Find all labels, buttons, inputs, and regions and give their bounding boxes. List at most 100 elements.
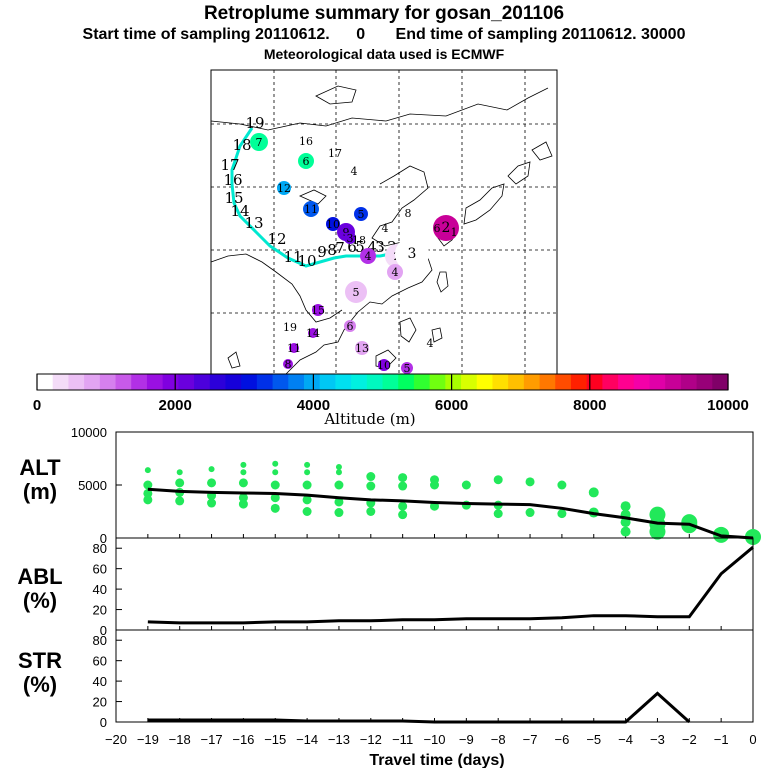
- plume-cluster-label: 1: [451, 226, 458, 239]
- alt-scatter-point: [270, 480, 280, 490]
- plume-cluster: [312, 304, 324, 316]
- alt-scatter-point: [557, 480, 567, 490]
- coastline: [399, 317, 417, 343]
- colorbar-tick-label: 8000: [573, 397, 606, 414]
- alt-scatter-point: [175, 496, 185, 506]
- colorbar-segment: [586, 374, 603, 390]
- y-tick-label: 60: [93, 654, 107, 669]
- colorbar-segment: [398, 374, 415, 390]
- alt-scatter-point: [334, 480, 344, 490]
- coastline: [210, 87, 549, 131]
- coastline: [315, 85, 357, 105]
- plume-cluster-label: 8: [285, 358, 292, 371]
- track-day-label: 5: [355, 238, 365, 256]
- colorbar-segment: [209, 374, 227, 390]
- plume-cluster-label: 5: [404, 362, 411, 375]
- y-tick-label: 0: [100, 623, 107, 638]
- colorbar-segment: [523, 374, 541, 390]
- track-day-label: 14: [230, 202, 249, 220]
- plume-cluster-label: 14: [306, 327, 320, 340]
- end-time-label: End time of sampling 20110612. 30000: [395, 26, 686, 43]
- x-tick-label: −1: [714, 732, 729, 747]
- plume-map: 1918171615141312111098765432171617641211…: [210, 69, 558, 377]
- colorbar-segment: [413, 374, 431, 390]
- coastline: [507, 161, 531, 185]
- alt-scatter-point: [620, 501, 631, 512]
- colorbar-segment: [52, 374, 70, 390]
- x-tick-label: −5: [586, 732, 601, 747]
- alt-scatter-point: [398, 510, 408, 520]
- colorbar-segment: [366, 374, 384, 390]
- y-tick-label: 40: [93, 674, 107, 689]
- plume-cluster: [277, 181, 291, 195]
- alt-scatter-point: [334, 508, 344, 518]
- plume-cluster-label: 6: [303, 155, 310, 168]
- panel-ylabel-name: ABL: [17, 564, 62, 589]
- y-tick-label: 20: [93, 695, 107, 710]
- alt-scatter-point: [143, 488, 153, 498]
- colorbar-segment: [508, 374, 525, 390]
- colorbar-segment: [382, 374, 399, 390]
- alt-scatter-point: [366, 481, 376, 491]
- colorbar-segment: [492, 374, 509, 390]
- colorbar-segment: [162, 374, 179, 390]
- plume-cluster-label: 2: [442, 220, 451, 236]
- track-day-label: 4: [367, 238, 377, 256]
- colorbar-segment: [570, 374, 588, 390]
- alt-scatter-point: [493, 475, 503, 485]
- x-tick-label: −7: [523, 732, 538, 747]
- coastline: [531, 141, 553, 161]
- coastline: [375, 349, 397, 369]
- plume-cluster: [303, 201, 319, 217]
- colorbar-segment: [194, 374, 211, 390]
- alt-panel: 0 5000 10000 ALT(m): [19, 425, 761, 546]
- alt-scatter-point: [525, 508, 535, 518]
- sampling-time-line: Start time of sampling 20110612. 0 End t…: [0, 26, 768, 44]
- x-tick-label: −14: [296, 732, 318, 747]
- x-tick-label: −9: [459, 732, 474, 747]
- alt-scatter-point: [240, 461, 247, 468]
- track-day-label: 11: [283, 248, 302, 266]
- colorbar-segment: [539, 374, 556, 390]
- track-day-label: 16: [223, 171, 242, 189]
- alt-scatter-point: [270, 503, 280, 513]
- alt-scatter-point: [366, 507, 376, 516]
- x-tick-label: −19: [137, 732, 159, 747]
- plume-cluster: [344, 232, 356, 244]
- plume-cluster: [395, 237, 429, 271]
- coastline: [431, 327, 443, 343]
- track-day-label: 15: [224, 189, 243, 207]
- alt-scatter-point: [175, 478, 185, 488]
- alt-scatter-point: [238, 478, 248, 488]
- colorbar-segment: [37, 374, 54, 390]
- alt-scatter-point: [335, 469, 342, 476]
- x-tick-label: −16: [232, 732, 254, 747]
- start-time-label: Start time of sampling 20110612.: [82, 26, 330, 43]
- colorbar-segment: [288, 374, 305, 390]
- y-tick-label: 80: [93, 633, 107, 648]
- start-time-value: 0: [356, 26, 366, 43]
- colorbar-segment: [445, 374, 462, 390]
- plume-cluster: [308, 328, 318, 338]
- plume-cluster-label: 19: [283, 321, 297, 334]
- x-tick-label: −15: [264, 732, 286, 747]
- track-day-label: 8: [327, 241, 337, 259]
- colorbar-segment: [146, 374, 164, 390]
- panel-frame: [115, 629, 754, 723]
- alt-scatter-point: [207, 478, 217, 488]
- panel-ylabel-unit: (%): [23, 588, 57, 613]
- x-tick-label: −18: [169, 732, 191, 747]
- x-tick-label: −8: [491, 732, 506, 747]
- colorbar-segment: [115, 374, 132, 390]
- colorbar-tick-label: 4000: [297, 397, 330, 414]
- coastline: [285, 165, 433, 375]
- colorbar-segment: [476, 374, 494, 390]
- plume-cluster-label: 4: [382, 222, 389, 235]
- plume-cluster: [433, 215, 459, 241]
- alt-scatter-point: [398, 481, 408, 491]
- plume-cluster-label: 7: [256, 136, 263, 149]
- colorbar-tick-label: 10000: [707, 397, 749, 414]
- panel-ylabel-unit: (%): [23, 672, 57, 697]
- coastline: [436, 271, 449, 293]
